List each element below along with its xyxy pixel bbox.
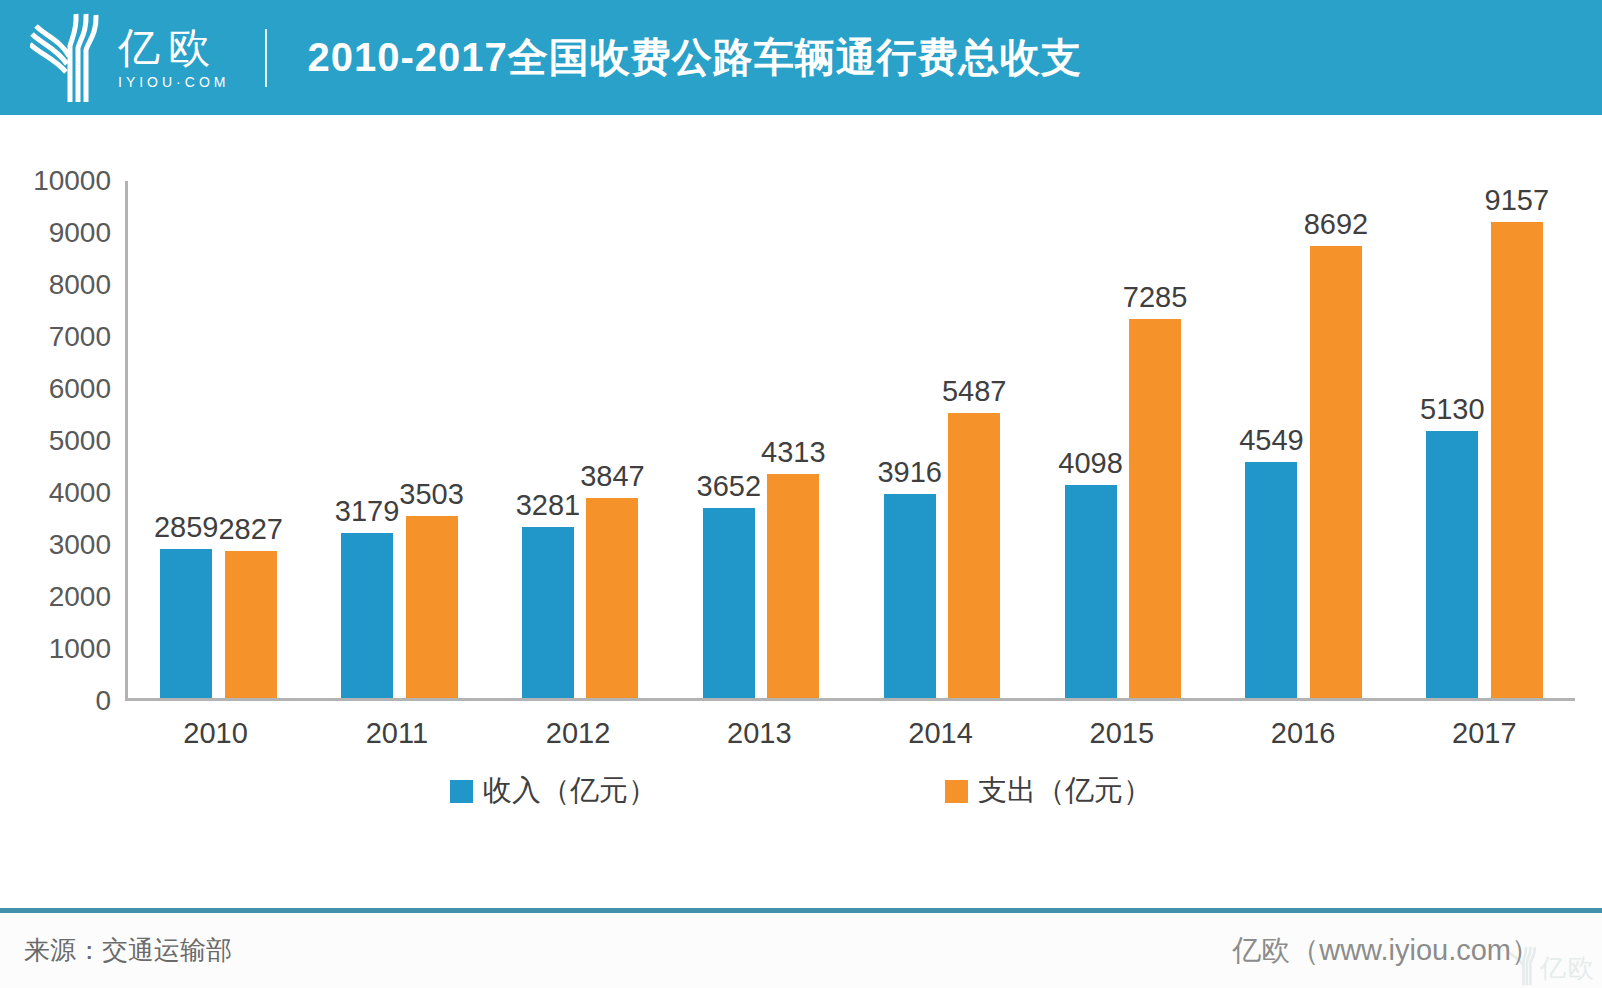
bar-group-2017: 5130 9157	[1394, 181, 1575, 698]
bar	[341, 533, 393, 698]
bar-value-label: 4098	[1058, 447, 1123, 480]
bar-value-label: 5130	[1420, 393, 1485, 426]
bar-value-label: 8692	[1304, 208, 1369, 241]
header-divider	[265, 29, 267, 87]
source-label: 来源：交通运输部	[24, 933, 232, 968]
bar-value-label: 5487	[942, 375, 1007, 408]
chart-area: 1000090008000700060005000400030002000100…	[0, 115, 1602, 908]
bar-value-label: 3179	[335, 495, 400, 528]
plot-area: 2859282731793503328138473652431339165487…	[125, 181, 1575, 701]
bar	[884, 494, 936, 698]
logo-subtext: IYIOU·COM	[118, 74, 229, 90]
bar-group-2011: 31793503	[309, 181, 490, 698]
y-tick-label: 10000	[33, 165, 111, 197]
y-tick-label: 5000	[49, 425, 111, 457]
bar-group-2010: 28592827	[128, 181, 309, 698]
bar	[406, 516, 458, 698]
bar	[703, 508, 755, 698]
bar	[1129, 319, 1181, 698]
legend-swatch-icon	[450, 780, 473, 803]
bar-unit: 3916	[877, 456, 942, 698]
x-tick-label: 2011	[306, 717, 487, 750]
y-tick-label: 7000	[49, 321, 111, 353]
bar-value-label: 4549	[1239, 424, 1304, 457]
page-title: 2010-2017全国收费公路车辆通行费总收支	[307, 30, 1081, 85]
bar	[225, 551, 277, 698]
legend: 收入（亿元） 支出（亿元）	[0, 771, 1602, 811]
bar-unit: 3179	[335, 495, 400, 698]
bar-unit: 2859	[154, 511, 219, 698]
bar-unit: 9157	[1485, 184, 1550, 698]
bar-value-label: 3847	[580, 460, 645, 493]
iyiou-logo-icon	[30, 12, 108, 104]
bar	[522, 527, 574, 698]
y-tick-label: 1000	[49, 633, 111, 665]
bar-unit: 3281	[516, 489, 581, 698]
bar	[586, 498, 638, 698]
y-axis: 1000090008000700060005000400030002000100…	[0, 181, 125, 701]
bar	[948, 413, 1000, 698]
bar-group-2015: 4098 7285	[1032, 181, 1213, 698]
bar-unit: 4549	[1239, 424, 1304, 699]
x-tick-label: 2013	[669, 717, 850, 750]
y-tick-label: 3000	[49, 529, 111, 561]
bar-unit: 4313	[761, 436, 826, 698]
bar-value-label: 7285	[1123, 281, 1188, 314]
bar-value-label: 4313	[761, 436, 826, 469]
legend-item: 收入（亿元）	[450, 771, 657, 811]
y-tick-label: 0	[95, 685, 111, 717]
bar	[1065, 485, 1117, 698]
x-tick-label: 2014	[850, 717, 1031, 750]
legend-label: 支出（亿元）	[978, 771, 1152, 811]
x-axis: 20102011201220132014201520162017	[125, 701, 1575, 765]
x-tick-label: 2016	[1213, 717, 1394, 750]
logo-text: 亿欧	[118, 25, 229, 71]
bar-value-label: 2827	[218, 513, 283, 546]
bar-value-label: 9157	[1485, 184, 1550, 217]
x-tick-label: 2015	[1031, 717, 1212, 750]
bar	[1245, 462, 1297, 699]
y-tick-label: 8000	[49, 269, 111, 301]
legend-item: 支出（亿元）	[945, 771, 1152, 811]
bar-unit: 5130	[1420, 393, 1485, 698]
bar	[1426, 431, 1478, 698]
watermark-text: 亿欧	[1540, 951, 1596, 986]
bar-value-label: 3503	[399, 478, 464, 511]
x-tick-label: 2012	[488, 717, 669, 750]
bar-group-2012: 32813847	[490, 181, 671, 698]
header-bar: 亿欧 IYIOU·COM 2010-2017全国收费公路车辆通行费总收支	[0, 0, 1602, 115]
bar-group-2016: 4549 8692	[1213, 181, 1394, 698]
bar-value-label: 3652	[697, 470, 762, 503]
bar-unit: 3847	[580, 460, 645, 698]
bar-unit: 4098	[1058, 447, 1123, 698]
y-tick-label: 6000	[49, 373, 111, 405]
bar	[1491, 222, 1543, 698]
bar	[767, 474, 819, 698]
bar-unit: 3503	[399, 478, 464, 698]
bar-value-label: 2859	[154, 511, 219, 544]
legend-swatch-icon	[945, 780, 968, 803]
bar-unit: 5487	[942, 375, 1007, 698]
iyiou-logo: 亿欧 IYIOU·COM	[30, 12, 229, 104]
y-tick-label: 9000	[49, 217, 111, 249]
footer-bar: 来源：交通运输部 亿欧（www.iyiou.com） 亿欧	[0, 913, 1602, 988]
site-label: 亿欧（www.iyiou.com）	[1232, 931, 1540, 971]
y-tick-label: 2000	[49, 581, 111, 613]
legend-label: 收入（亿元）	[483, 771, 657, 811]
bar-group-2013: 36524313	[671, 181, 852, 698]
bar-unit: 8692	[1304, 208, 1369, 698]
bar-unit: 3652	[697, 470, 762, 698]
bar-value-label: 3916	[877, 456, 942, 489]
x-tick-label: 2017	[1394, 717, 1575, 750]
x-tick-label: 2010	[125, 717, 306, 750]
bar-unit: 7285	[1123, 281, 1188, 698]
bar	[1310, 246, 1362, 698]
y-tick-label: 4000	[49, 477, 111, 509]
bar	[160, 549, 212, 698]
bar-unit: 2827	[218, 513, 283, 698]
bar-group-2014: 3916 5487	[852, 181, 1033, 698]
bar-value-label: 3281	[516, 489, 581, 522]
